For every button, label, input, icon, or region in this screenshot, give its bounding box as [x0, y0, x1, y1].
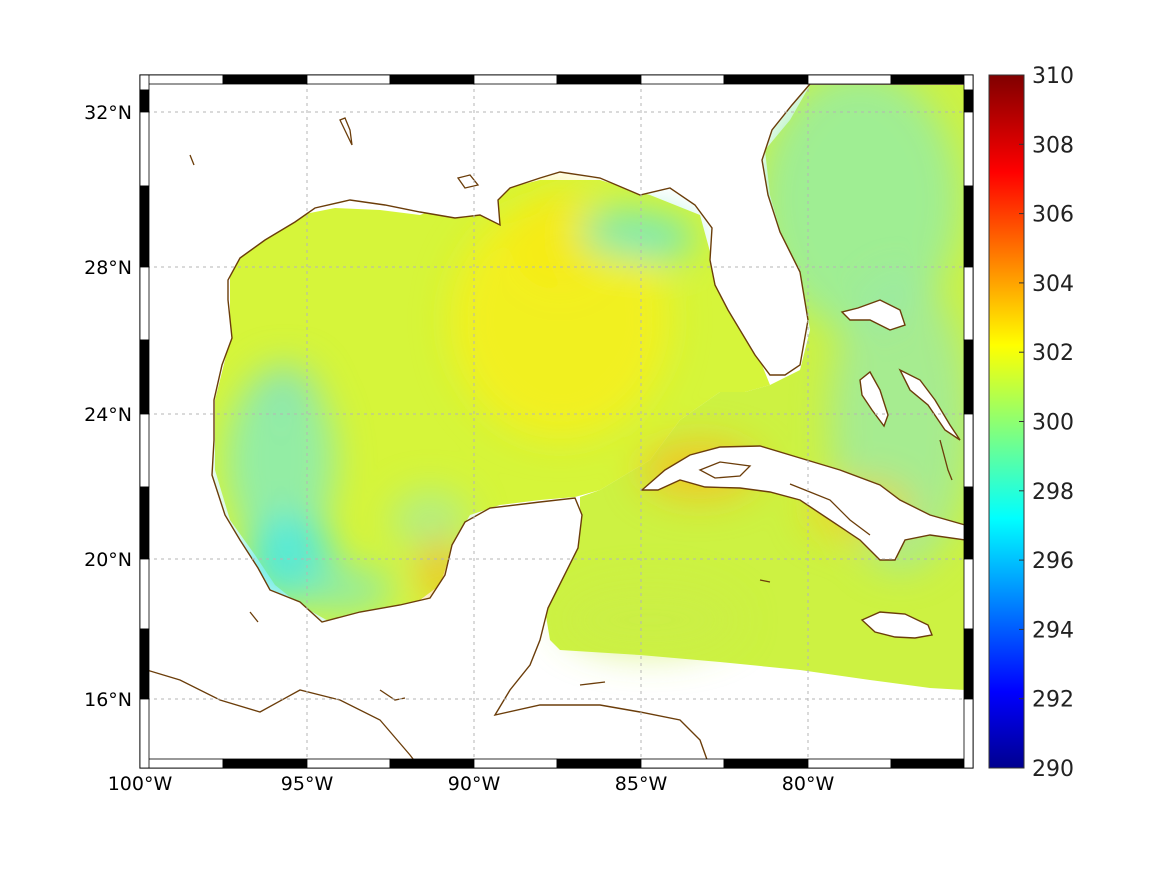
frame-segment: [139, 111, 150, 187]
colorbar-tick-label: 306: [1032, 203, 1074, 228]
colorbar-ticks: 290 292 294 296 298 300 302 304 306 308 310: [1019, 64, 1074, 782]
frame-right-border: [963, 74, 974, 769]
frame-segment: [473, 758, 558, 769]
y-tick-label: 16°N: [84, 689, 132, 711]
frame-segment: [139, 185, 150, 268]
frame-top-border: [139, 74, 974, 85]
frame-segment: [963, 266, 974, 341]
frame-segment: [389, 74, 475, 85]
land-bahamas-east: [898, 368, 961, 441]
frame-segment: [556, 758, 642, 769]
frame-segment: [139, 89, 150, 113]
frame-segment: [963, 185, 974, 268]
colorbar-tick-label: 296: [1032, 549, 1074, 574]
colorbar: 290 292 294 296 298 300 302 304 306 308 310: [988, 64, 1074, 782]
frame-segment: [963, 413, 974, 488]
frame-segment: [139, 339, 150, 415]
frame-segment: [139, 266, 150, 341]
frame-segment: [963, 111, 974, 187]
frame-segment: [963, 89, 974, 113]
colorbar-gradient: [988, 74, 1025, 769]
map-plot-area: [140, 75, 973, 768]
land-cuba: [640, 445, 966, 561]
frame-segment: [723, 74, 809, 85]
frame-segment: [306, 74, 391, 85]
frame-segment: [963, 339, 974, 415]
frame-segment: [139, 74, 224, 85]
graticule: [140, 75, 973, 768]
frame-segment: [890, 74, 974, 85]
y-tick-label: 24°N: [84, 404, 132, 426]
colorbar-tick-label: 308: [1032, 133, 1074, 158]
colorbar-tick-label: 302: [1032, 341, 1074, 366]
x-tick-label: 100°W: [108, 773, 173, 795]
land-jamaica: [860, 611, 933, 639]
frame-segment: [139, 698, 150, 769]
frame-segment: [556, 74, 642, 85]
colorbar-tick-label: 304: [1032, 272, 1074, 297]
colorbar-tick-label: 300: [1032, 411, 1074, 436]
x-tick-label: 90°W: [448, 773, 501, 795]
x-axis-labels: 100°W 95°W 90°W 85°W 80°W: [108, 773, 835, 795]
x-tick-label: 80°W: [782, 773, 835, 795]
colorbar-tick-label: 310: [1032, 64, 1074, 89]
frame-segment: [139, 758, 224, 769]
frame-segment: [963, 558, 974, 630]
frame-bottom-border: [139, 758, 974, 769]
frame-segment: [963, 74, 974, 91]
frame-segment: [807, 74, 892, 85]
frame-segment: [139, 486, 150, 560]
frame-segment: [640, 74, 725, 85]
frame-segment: [963, 698, 974, 769]
land-bahamas-andros: [859, 370, 889, 428]
frame-segment: [723, 758, 809, 769]
y-tick-label: 20°N: [84, 549, 132, 571]
frame-segment: [139, 628, 150, 700]
frame-segment: [473, 74, 558, 85]
land-north-america: [140, 75, 966, 768]
frame-segment: [890, 758, 974, 769]
frame-segment: [640, 758, 725, 769]
frame-segment: [807, 758, 892, 769]
colorbar-tick-label: 290: [1032, 757, 1074, 782]
land-bahamas-north: [840, 299, 906, 331]
colorbar-tick-label: 298: [1032, 480, 1074, 505]
y-tick-label: 32°N: [84, 102, 132, 124]
land-masks: [140, 75, 966, 768]
x-tick-label: 85°W: [615, 773, 668, 795]
colorbar-tick-label: 294: [1032, 618, 1074, 643]
frame-segment: [306, 758, 391, 769]
frame-segment: [963, 486, 974, 560]
x-tick-label: 95°W: [281, 773, 334, 795]
y-tick-label: 28°N: [84, 257, 132, 279]
y-axis-labels: 32°N 28°N 24°N 20°N 16°N: [84, 102, 132, 711]
frame-segment: [139, 558, 150, 630]
colorbar-tick-label: 292: [1032, 688, 1074, 713]
frame-segment: [389, 758, 475, 769]
frame-left-border: [139, 74, 150, 769]
frame-segment: [222, 758, 308, 769]
map-frame: [139, 74, 974, 769]
frame-segment: [963, 628, 974, 700]
frame-segment: [222, 74, 308, 85]
frame-segment: [139, 74, 150, 91]
frame-segment: [139, 413, 150, 488]
coastline-details: [140, 117, 953, 768]
